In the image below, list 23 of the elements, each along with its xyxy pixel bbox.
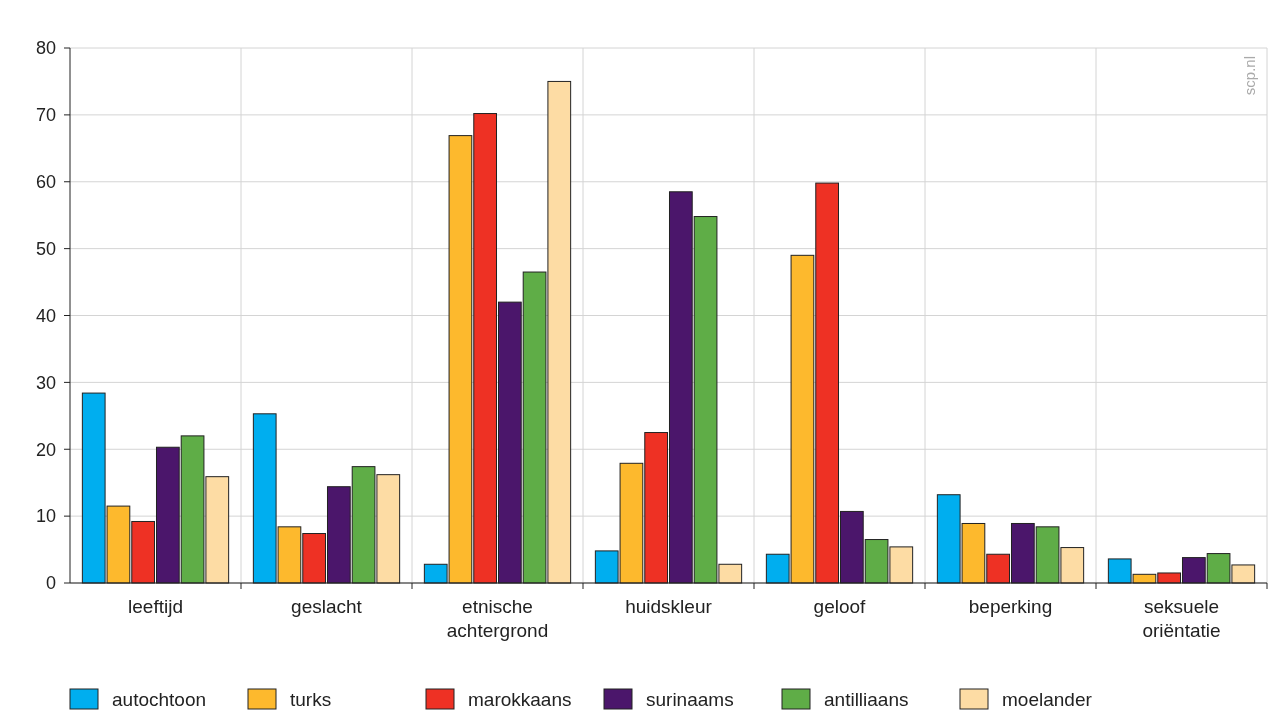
y-tick-label: 50	[35, 238, 56, 259]
y-tick-label: 60	[35, 172, 56, 193]
x-tick-label: huidskleur	[625, 596, 713, 617]
x-tick-label: etnische achtergrond	[446, 596, 549, 641]
annotation: scp.nl	[1241, 56, 1258, 96]
legend-label: autochtoon	[112, 688, 207, 710]
y-tick-label: 80	[35, 38, 56, 59]
y-tick-label: 10	[35, 506, 56, 527]
y-tick-label: 70	[35, 105, 56, 126]
x-tick-label: beperking	[968, 596, 1053, 617]
x-tick-label: seksuele oriëntatie	[1142, 596, 1221, 641]
y-tick-label: 30	[35, 372, 56, 393]
legend-label: surinaams	[646, 688, 734, 710]
y-tick-label: 20	[35, 439, 56, 460]
x-tick-label: geloof	[813, 596, 867, 617]
legend-label: marokkaans	[468, 688, 572, 710]
x-tick-label: leeftijd	[128, 596, 183, 617]
x-tick-label: geslacht	[291, 596, 363, 617]
y-tick-label: 0	[45, 573, 56, 594]
legend-label: turks	[290, 688, 332, 710]
legend-label: antilliaans	[824, 688, 909, 710]
y-tick-label: 40	[35, 305, 56, 326]
legend-label: moelander	[1002, 688, 1093, 710]
